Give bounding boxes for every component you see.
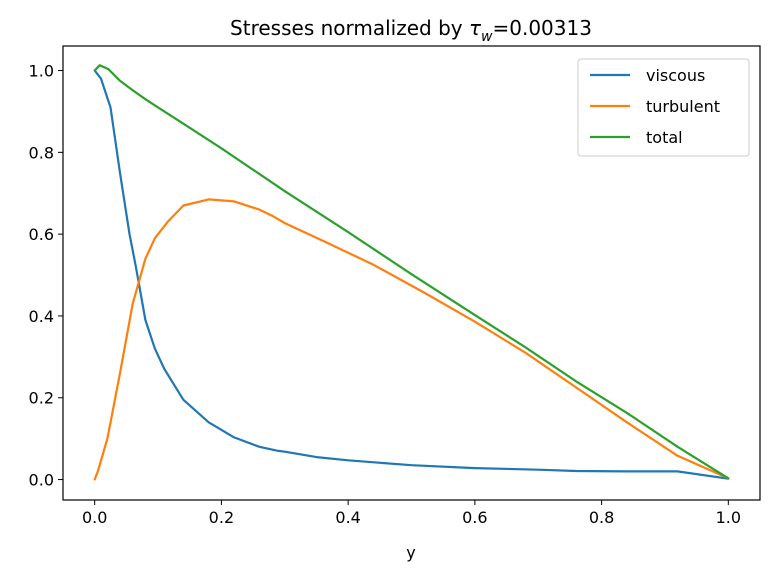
x-axis-label: y xyxy=(406,543,415,562)
chart-title-value: =0.00313 xyxy=(492,16,591,40)
y-tick-label: 0.4 xyxy=(29,307,54,326)
x-tick-label: 0.8 xyxy=(589,508,614,527)
series-line-total xyxy=(93,64,730,480)
legend-label-viscous: viscous xyxy=(646,66,705,85)
legend-box xyxy=(577,58,750,157)
chart-title-subscript: w xyxy=(481,29,493,45)
x-tick-label: 0.2 xyxy=(209,508,234,527)
series-line-turbulent xyxy=(93,198,730,481)
chart-title-tau: τ xyxy=(469,16,482,40)
y-tick-label: 1.0 xyxy=(29,62,54,81)
plot-area xyxy=(62,45,761,501)
x-tick-label: 1.0 xyxy=(716,508,741,527)
chart-title: Stresses normalized by τw=0.00313 xyxy=(230,16,592,45)
y-axis-ticks: 0.0 0.2 0.4 0.6 0.8 1.0 xyxy=(29,62,63,490)
y-tick-label: 0.0 xyxy=(29,471,54,490)
x-tick-label: 0.4 xyxy=(335,508,360,527)
y-tick-label: 0.2 xyxy=(29,389,54,408)
legend: viscous turbulent total xyxy=(577,58,750,157)
series-layer xyxy=(93,64,730,481)
y-tick-label: 0.8 xyxy=(29,143,54,162)
series-line-viscous xyxy=(93,69,730,480)
legend-label-turbulent: turbulent xyxy=(646,97,720,116)
y-tick-label: 0.6 xyxy=(29,225,54,244)
x-axis-ticks: 0.0 0.2 0.4 0.6 0.8 1.0 xyxy=(82,500,741,527)
x-tick-label: 0.6 xyxy=(462,508,487,527)
chart-title-prefix: Stresses normalized by xyxy=(230,16,469,40)
x-tick-label: 0.0 xyxy=(82,508,107,527)
legend-label-total: total xyxy=(646,128,683,147)
